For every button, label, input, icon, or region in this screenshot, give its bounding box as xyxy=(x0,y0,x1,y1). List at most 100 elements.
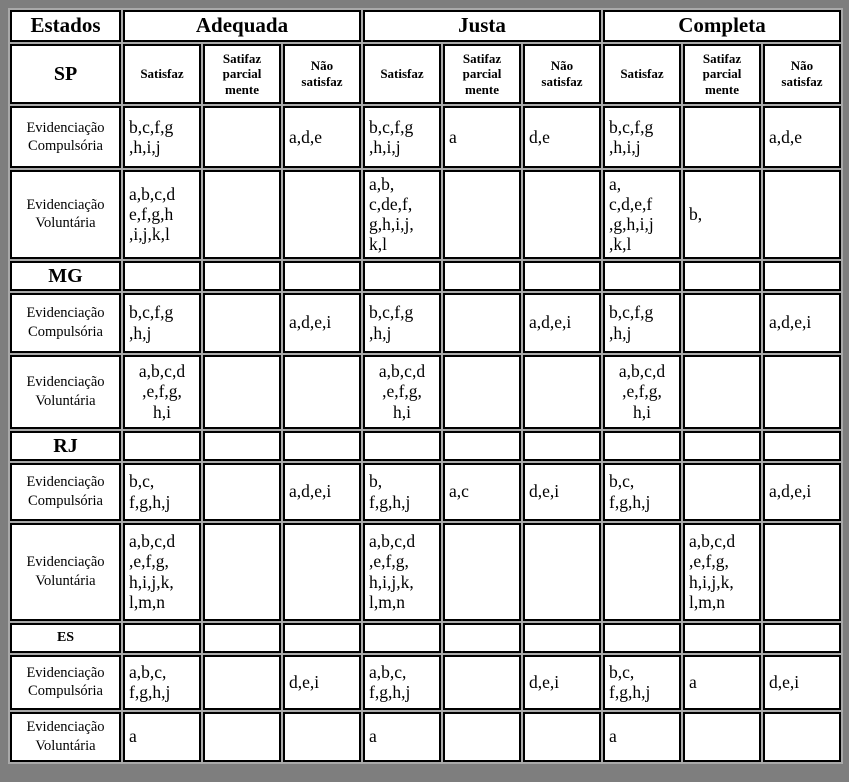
data-cell xyxy=(203,522,281,621)
subheader-parcialmente: Satifaz parcial mente xyxy=(443,44,521,104)
row-es-compulsoria: Evidenciação Compulsória a,b,c, f,g,h,j … xyxy=(10,654,841,710)
data-cell xyxy=(603,522,681,621)
data-cell: a, c,d,e,f ,g,h,i,j ,k,l xyxy=(603,170,681,259)
data-cell: b,c, f,g,h,j xyxy=(603,654,681,710)
state-header-rj: RJ xyxy=(10,430,121,461)
corner-header-cell: Estados xyxy=(10,10,121,42)
data-cell: a,b,c,d e,f,g,h ,i,j,k,l xyxy=(123,170,201,259)
data-cell: a,c xyxy=(443,462,521,521)
data-cell: b,c,f,g ,h,i,j xyxy=(603,106,681,168)
empty-cell xyxy=(363,260,441,291)
data-cell xyxy=(683,106,761,168)
data-cell xyxy=(443,354,521,429)
header-row-groups: Estados Adequada Justa Completa xyxy=(10,10,841,42)
empty-cell xyxy=(603,260,681,291)
empty-cell xyxy=(763,260,841,291)
row-label: Evidenciação Compulsória xyxy=(10,654,121,710)
data-cell: a,b,c,d ,e,f,g, h,i,j,k, l,m,n xyxy=(683,522,761,621)
data-cell xyxy=(443,711,521,762)
empty-cell xyxy=(763,430,841,461)
data-cell: b,c,f,g ,h,j xyxy=(603,292,681,353)
row-label: Evidenciação Compulsória xyxy=(10,106,121,168)
data-cell xyxy=(683,292,761,353)
group-header-justa: Justa xyxy=(363,10,601,42)
data-cell: a,b,c,d ,e,f,g, h,i,j,k, l,m,n xyxy=(123,522,201,621)
data-cell xyxy=(523,522,601,621)
subheader-parcialmente: Satifaz parcial mente xyxy=(683,44,761,104)
data-cell: d,e,i xyxy=(523,654,601,710)
data-cell: b,c, f,g,h,j xyxy=(123,462,201,521)
data-cell xyxy=(283,354,361,429)
row-mg-voluntaria: Evidenciação Voluntária a,b,c,d ,e,f,g, … xyxy=(10,354,841,429)
data-cell xyxy=(203,106,281,168)
data-cell xyxy=(443,654,521,710)
data-cell xyxy=(203,462,281,521)
data-cell: a,d,e,i xyxy=(763,462,841,521)
empty-cell xyxy=(443,260,521,291)
data-cell xyxy=(523,170,601,259)
subheader-parcialmente: Satifaz parcial mente xyxy=(203,44,281,104)
data-cell: a,d,e xyxy=(763,106,841,168)
empty-cell xyxy=(363,430,441,461)
row-state-rj: RJ xyxy=(10,430,841,461)
subheader-nao-satisfaz: Não satisfaz xyxy=(763,44,841,104)
empty-cell xyxy=(523,430,601,461)
data-cell xyxy=(683,462,761,521)
row-rj-voluntaria: Evidenciação Voluntária a,b,c,d ,e,f,g, … xyxy=(10,522,841,621)
data-cell: d,e,i xyxy=(283,654,361,710)
empty-cell xyxy=(763,622,841,653)
row-sp-compulsoria: Evidenciação Compulsória b,c,f,g ,h,i,j … xyxy=(10,106,841,168)
row-sp-voluntaria: Evidenciação Voluntária a,b,c,d e,f,g,h … xyxy=(10,170,841,259)
data-cell: a,b,c,d ,e,f,g, h,i,j,k, l,m,n xyxy=(363,522,441,621)
data-cell xyxy=(203,354,281,429)
data-cell: a,d,e xyxy=(283,106,361,168)
empty-cell xyxy=(203,430,281,461)
group-header-completa: Completa xyxy=(603,10,841,42)
data-cell xyxy=(683,711,761,762)
empty-cell xyxy=(603,430,681,461)
data-cell: d,e xyxy=(523,106,601,168)
data-cell: a,b,c,d ,e,f,g, h,i xyxy=(363,354,441,429)
empty-cell xyxy=(283,260,361,291)
disclosure-table: Estados Adequada Justa Completa SP Satis… xyxy=(8,8,843,764)
data-cell xyxy=(763,711,841,762)
data-cell xyxy=(523,354,601,429)
row-rj-compulsoria: Evidenciação Compulsória b,c, f,g,h,j a,… xyxy=(10,462,841,521)
row-label: Evidenciação Voluntária xyxy=(10,522,121,621)
data-cell xyxy=(763,354,841,429)
data-cell xyxy=(203,170,281,259)
data-cell: b, f,g,h,j xyxy=(363,462,441,521)
data-cell: d,e,i xyxy=(523,462,601,521)
empty-cell xyxy=(203,260,281,291)
data-cell: a xyxy=(683,654,761,710)
row-label: Evidenciação Voluntária xyxy=(10,354,121,429)
data-cell: a xyxy=(363,711,441,762)
data-cell xyxy=(283,522,361,621)
data-cell xyxy=(203,654,281,710)
empty-cell xyxy=(203,622,281,653)
data-cell xyxy=(763,522,841,621)
data-cell: b,c,f,g ,h,j xyxy=(123,292,201,353)
data-cell xyxy=(283,711,361,762)
data-cell xyxy=(203,711,281,762)
empty-cell xyxy=(363,622,441,653)
data-cell: a,b,c, f,g,h,j xyxy=(123,654,201,710)
empty-cell xyxy=(123,622,201,653)
empty-cell xyxy=(123,260,201,291)
subheader-satisfaz: Satisfaz xyxy=(603,44,681,104)
empty-cell xyxy=(683,622,761,653)
data-cell: a xyxy=(443,106,521,168)
empty-cell xyxy=(443,430,521,461)
subheader-satisfaz: Satisfaz xyxy=(363,44,441,104)
row-state-mg: MG xyxy=(10,260,841,291)
empty-cell xyxy=(443,622,521,653)
data-cell xyxy=(763,170,841,259)
empty-cell xyxy=(603,622,681,653)
state-header-sp: SP xyxy=(10,44,121,104)
empty-cell xyxy=(683,260,761,291)
row-label: Evidenciação Compulsória xyxy=(10,462,121,521)
subheader-nao-satisfaz: Não satisfaz xyxy=(283,44,361,104)
row-es-voluntaria: Evidenciação Voluntária a a a xyxy=(10,711,841,762)
data-cell xyxy=(283,170,361,259)
data-cell xyxy=(523,711,601,762)
